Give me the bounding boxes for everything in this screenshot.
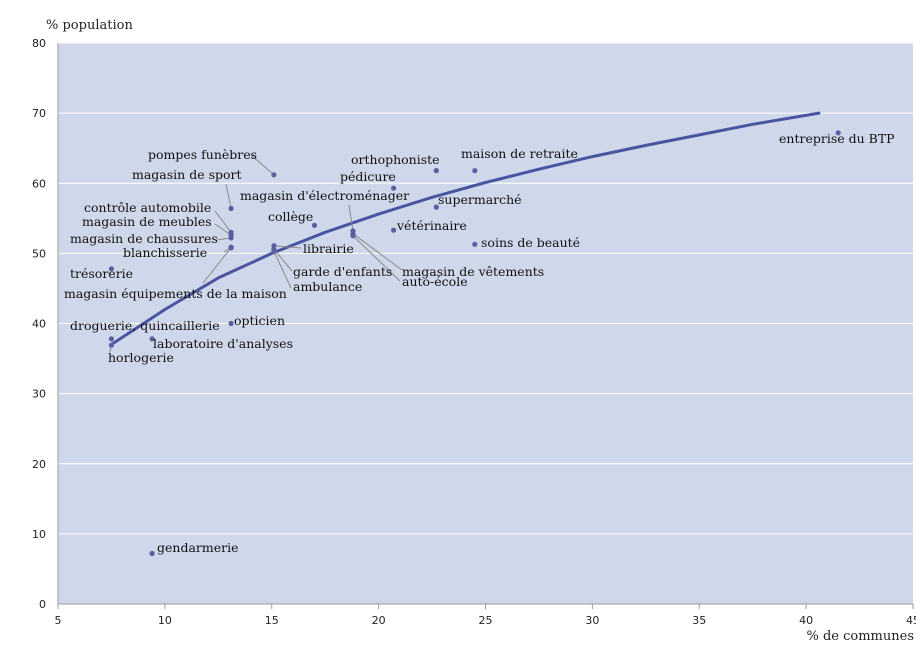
data-label: maison de retraite — [461, 146, 578, 161]
data-label: entreprise du BTP — [779, 131, 895, 146]
leader-line — [273, 251, 292, 289]
data-label: supermarché — [438, 192, 522, 207]
x-tick-label: 35 — [692, 614, 706, 627]
leader-line — [202, 247, 232, 284]
data-label: magasin de sport — [132, 167, 242, 182]
data-label: gendarmerie — [157, 540, 239, 555]
data-label: pédicure — [340, 169, 396, 184]
data-label: collège — [268, 209, 313, 224]
data-label: auto-école — [402, 274, 468, 289]
data-point — [108, 342, 114, 348]
data-label: laboratoire d'analyses — [153, 336, 293, 351]
x-tick-label: 5 — [55, 614, 62, 627]
data-point — [228, 245, 234, 251]
data-point — [472, 241, 478, 247]
data-point — [433, 204, 439, 210]
y-tick-label: 60 — [32, 177, 46, 190]
data-label: magasin de meubles — [82, 214, 212, 229]
data-point — [433, 168, 439, 174]
leader-line — [214, 223, 232, 236]
data-point — [228, 205, 234, 212]
data-points — [108, 130, 841, 557]
point-labels: entreprise du BTP maison de retraite ortho… — [64, 131, 895, 555]
y-tick-label: 40 — [32, 318, 46, 331]
data-point — [271, 172, 277, 178]
data-label: magasin de vêtements — [402, 264, 544, 279]
x-tick-label: 10 — [158, 614, 172, 627]
data-label: garde d'enfants — [293, 264, 392, 279]
data-point — [311, 222, 318, 228]
data-label: trésorerie — [70, 266, 133, 281]
axes: 0 10 20 30 40 50 60 70 80 5 10 15 20 25 30 35 40 45 — [32, 37, 916, 627]
data-label: droguerie, quincaillerie — [70, 318, 220, 333]
y-tick-label: 80 — [32, 37, 46, 50]
data-point — [228, 320, 234, 327]
data-label: magasin d'électroménager — [240, 188, 409, 203]
x-tick-label: 30 — [585, 614, 599, 627]
y-tick-label: 10 — [32, 528, 46, 541]
trendline — [109, 111, 821, 346]
gridlines — [58, 42, 913, 535]
y-tick-label: 30 — [32, 388, 46, 401]
leader-lines — [109, 154, 403, 353]
y-tick-label: 50 — [32, 247, 46, 260]
y-tick-label: 70 — [32, 107, 46, 120]
leader-line — [214, 210, 232, 233]
data-point — [108, 266, 114, 272]
data-label: horlogerie — [108, 350, 174, 365]
data-point — [472, 168, 478, 174]
data-point — [350, 233, 356, 239]
data-point — [271, 248, 277, 254]
x-axis-title: % de communes — [806, 629, 914, 644]
data-point — [149, 550, 155, 557]
data-point — [108, 336, 114, 342]
y-axis-title: % population — [46, 18, 133, 33]
data-label: magasin de chaussures — [70, 231, 218, 246]
y-tick-label: 20 — [32, 458, 46, 471]
trendline-group — [109, 111, 821, 346]
data-label: opticien — [234, 313, 285, 328]
data-label: magasin équipements de la maison — [64, 286, 287, 301]
leader-line — [250, 154, 275, 176]
x-tick-label: 45 — [906, 614, 916, 627]
leader-line — [348, 204, 354, 231]
x-tick-label: 25 — [479, 614, 493, 627]
leader-line — [225, 183, 232, 209]
data-label: contrôle automobile — [84, 200, 211, 215]
data-label: blanchisserie — [123, 245, 207, 260]
leader-line — [273, 245, 302, 249]
data-point — [391, 185, 397, 191]
data-point — [149, 336, 155, 342]
data-label: vétérinaire — [396, 218, 467, 233]
data-point — [228, 235, 234, 241]
leader-line — [273, 248, 293, 272]
leader-line — [352, 233, 403, 271]
x-tick-label: 40 — [799, 614, 813, 627]
y-tick-label: 0 — [39, 598, 46, 611]
data-point — [391, 227, 397, 233]
data-label: pompes funèbres — [148, 147, 257, 162]
data-label: librairie — [303, 241, 354, 256]
x-tick-label: 20 — [372, 614, 386, 627]
leader-line — [352, 235, 401, 282]
data-label: soins de beauté — [481, 235, 580, 250]
data-point — [835, 130, 841, 136]
data-label: orthophoniste — [351, 152, 440, 167]
data-label: ambulance — [293, 279, 362, 294]
x-tick-label: 15 — [265, 614, 279, 627]
